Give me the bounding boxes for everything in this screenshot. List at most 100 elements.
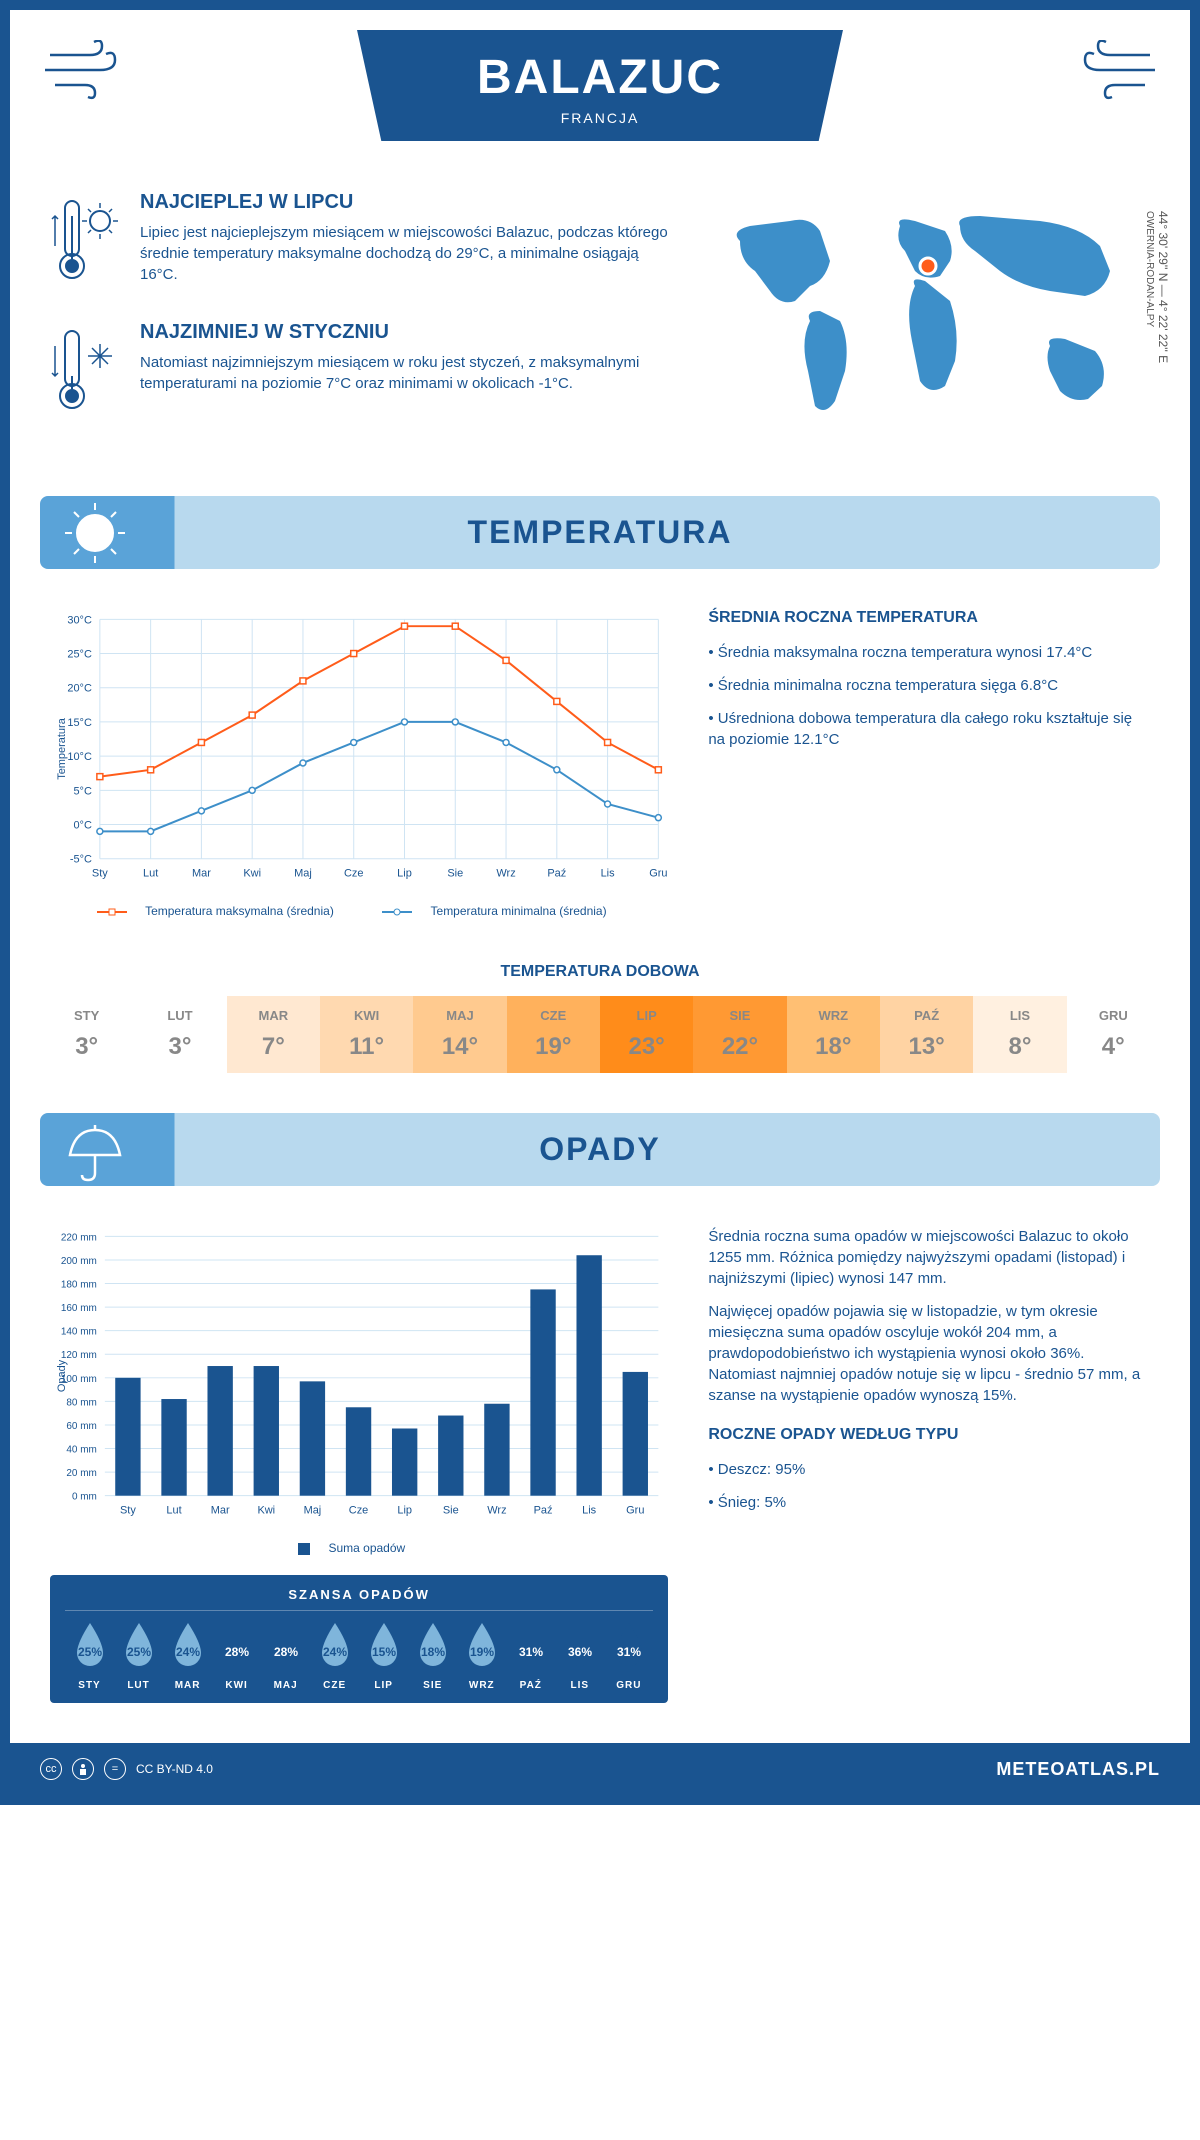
svg-text:Wrz: Wrz [496,868,515,880]
svg-text:25°C: 25°C [67,649,92,661]
rain-drop: 24%MAR [163,1621,212,1691]
title-banner: BALAZUC FRANCJA [357,30,843,141]
intro-section: NAJCIEPLEJ W LIPCU Lipiec jest najcieple… [10,171,1190,476]
cc-icon: cc [40,1758,62,1780]
svg-text:120 mm: 120 mm [61,1350,97,1361]
warmest-block: NAJCIEPLEJ W LIPCU Lipiec jest najcieple… [50,191,670,296]
site-name: METEOATLAS.PL [996,1759,1160,1780]
warmest-text: Lipiec jest najcieplejszym miesiącem w m… [140,222,670,285]
svg-text:31%: 31% [519,1645,543,1659]
svg-text:Lut: Lut [166,1505,181,1517]
rain-drop: 15%LIP [359,1621,408,1691]
svg-text:Opady: Opady [56,1359,68,1392]
svg-text:0°C: 0°C [73,819,91,831]
rain-drop: 19%WRZ [457,1621,506,1691]
svg-text:Temperatura: Temperatura [56,717,68,779]
umbrella-icon [60,1115,130,1185]
svg-text:Lip: Lip [397,868,412,880]
temp-cell: SIE22° [693,996,786,1073]
svg-text:Maj: Maj [294,868,312,880]
temp-cell: KWI11° [320,996,413,1073]
svg-text:31%: 31% [617,1645,641,1659]
svg-text:Lut: Lut [143,868,158,880]
svg-text:Sty: Sty [120,1505,136,1517]
rain-drop: 28%MAJ [261,1621,310,1691]
svg-text:36%: 36% [568,1645,592,1659]
temp-cell: GRU4° [1067,996,1160,1073]
svg-text:60 mm: 60 mm [66,1421,96,1432]
wind-icon [40,40,140,100]
svg-text:25%: 25% [127,1645,151,1659]
rain-drop: 24%CZE [310,1621,359,1691]
svg-text:24%: 24% [323,1645,347,1659]
rain-drop: 25%STY [65,1621,114,1691]
rain-drop: 18%SIE [408,1621,457,1691]
temp-cell: LIS8° [973,996,1066,1073]
svg-text:Cze: Cze [344,868,364,880]
svg-text:Paź: Paź [547,868,566,880]
svg-text:Maj: Maj [304,1505,322,1517]
daily-temp-table: STY3°LUT3°MAR7°KWI11°MAJ14°CZE19°LIP23°S… [40,996,1160,1073]
svg-text:24%: 24% [176,1645,200,1659]
svg-text:10°C: 10°C [67,751,92,763]
svg-text:28%: 28% [274,1645,298,1659]
svg-text:20°C: 20°C [67,683,92,695]
country-subtitle: FRANCJA [477,110,723,126]
temp-cell: CZE19° [507,996,600,1073]
warmest-title: NAJCIEPLEJ W LIPCU [140,191,670,214]
chart-legend: Temperatura maksymalna (średnia) Tempera… [50,904,668,918]
coordinates: 44° 30' 29'' N — 4° 22' 22'' E OWERNIA-R… [1142,211,1170,363]
svg-text:Gru: Gru [626,1505,644,1517]
svg-text:Cze: Cze [349,1505,369,1517]
svg-text:28%: 28% [225,1645,249,1659]
rain-drop: 28%KWI [212,1621,261,1691]
svg-text:160 mm: 160 mm [61,1303,97,1314]
by-icon [72,1758,94,1780]
svg-text:5°C: 5°C [73,785,91,797]
svg-text:40 mm: 40 mm [66,1445,96,1456]
coldest-title: NAJZIMNIEJ W STYCZNIU [140,321,670,344]
svg-text:200 mm: 200 mm [61,1256,97,1267]
chart-legend: Suma opadów [50,1541,668,1555]
svg-text:140 mm: 140 mm [61,1327,97,1338]
svg-text:Lis: Lis [601,868,616,880]
temp-cell: MAJ14° [413,996,506,1073]
footer: cc = CC BY-ND 4.0 METEOATLAS.PL [10,1743,1190,1795]
coldest-block: NAJZIMNIEJ W STYCZNIU Natomiast najzimni… [50,321,670,426]
svg-text:Kwi: Kwi [243,868,261,880]
temp-cell: LIP23° [600,996,693,1073]
temp-cell: WRZ18° [787,996,880,1073]
section-title: OPADY [40,1131,1160,1168]
svg-text:Mar: Mar [211,1505,230,1517]
temperature-section-header: TEMPERATURA [40,496,1160,569]
svg-text:180 mm: 180 mm [61,1280,97,1291]
svg-text:Paź: Paź [534,1505,553,1517]
precip-section-header: OPADY [40,1113,1160,1186]
svg-text:Wrz: Wrz [487,1505,506,1517]
sun-icon [60,498,130,568]
svg-text:Sty: Sty [92,868,108,880]
thermometer-snow-icon [50,321,120,426]
section-title: TEMPERATURA [40,514,1160,551]
svg-text:25%: 25% [78,1645,102,1659]
temp-cell: LUT3° [133,996,226,1073]
svg-text:18%: 18% [421,1645,445,1659]
wind-icon [1060,40,1160,100]
svg-text:0 mm: 0 mm [72,1492,97,1503]
svg-text:20 mm: 20 mm [66,1468,96,1479]
svg-text:Sie: Sie [447,868,463,880]
daily-temp-title: TEMPERATURA DOBOWA [10,963,1190,981]
temp-cell: STY3° [40,996,133,1073]
precip-bar-chart: 0 mm20 mm40 mm60 mm80 mm100 mm120 mm140 … [50,1226,668,1555]
temperature-line-chart: -5°C0°C5°C10°C15°C20°C25°C30°CStyLutMarK… [50,609,668,918]
svg-text:15%: 15% [372,1645,396,1659]
precip-summary: Średnia roczna suma opadów w miejscowośc… [708,1226,1150,1723]
svg-text:-5°C: -5°C [70,854,92,866]
license-text: CC BY-ND 4.0 [136,1762,213,1776]
temp-cell: PAŹ13° [880,996,973,1073]
coldest-text: Natomiast najzimniejszym miesiącem w rok… [140,352,670,394]
thermometer-sun-icon [50,191,120,296]
svg-text:80 mm: 80 mm [66,1397,96,1408]
rain-drop: 36%LIS [555,1621,604,1691]
nd-icon: = [104,1758,126,1780]
